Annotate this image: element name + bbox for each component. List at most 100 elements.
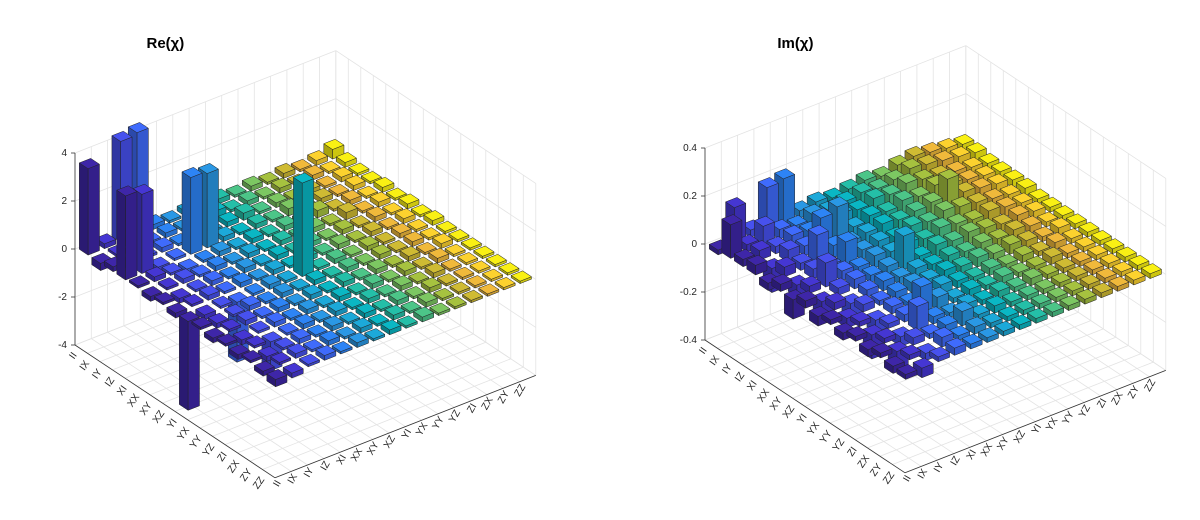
bar [775,256,797,278]
bar-top [999,184,1021,196]
bar [191,316,213,331]
bar-top [182,293,204,305]
bar-top [494,277,516,288]
bar-top [894,225,916,237]
row-label: YX [806,420,823,438]
bar-top [356,185,379,197]
bar-top [222,251,245,263]
bar [380,319,402,336]
bar [220,318,242,333]
chart: -0.4-0.200.20.4IIIXIYIZXIXXXYXZYIYXYYYZZ… [680,35,1167,486]
bar-top [248,320,271,332]
bar [485,254,508,268]
bar-top [510,270,533,282]
bar-top [364,328,386,340]
bar [1063,280,1085,297]
bar-top [856,222,878,234]
bar [258,171,280,186]
bar-top [311,187,334,199]
floor-grid [892,361,1154,465]
bar [322,315,345,332]
bar [386,240,409,254]
bar-top [444,243,466,255]
bar [347,332,370,349]
bar [264,259,286,276]
bar [853,294,876,313]
bar [433,287,455,302]
bar [1054,257,1076,274]
bar [152,237,174,253]
floor-grid [237,350,499,454]
bar [325,248,347,265]
bar-top [321,265,343,277]
row-label: XI [115,384,129,398]
bar-top [994,320,1016,332]
column-label: II [901,474,913,484]
bar-side [293,176,303,278]
bar-top [116,185,138,197]
bar-top [936,314,958,326]
row-label: IZ [733,370,747,384]
bar-top [423,210,445,221]
bar [256,291,278,305]
bar [145,266,167,283]
floor-grid [867,345,1129,449]
bar-top [218,266,241,278]
bar-top [270,177,292,189]
bar-top [264,259,286,271]
bar-top [260,274,282,285]
bar-top [847,199,870,211]
bar [273,337,296,351]
bar-top [420,277,442,289]
bar [1078,221,1100,238]
bar-top [193,249,216,261]
bar-front [206,168,219,249]
bar-top [869,230,891,242]
bar-top [333,219,355,230]
bar [1086,244,1109,261]
bar-top [922,253,945,265]
bar-front [125,191,138,281]
bar-top [907,295,929,307]
bar [181,167,203,255]
bar-top [435,220,458,232]
bar [335,152,358,168]
bar-top [1005,276,1027,288]
bar-top [725,197,747,208]
bar [310,309,332,324]
bar-top [271,230,293,241]
row-label: XX [126,392,143,410]
bar-top [329,233,351,245]
bar [825,292,847,311]
bar-top [214,226,236,238]
bar [378,217,400,231]
bar-top [445,296,467,308]
bar-top [309,257,331,269]
bar [318,330,341,347]
bar-top [128,275,151,287]
bar-top [361,221,384,232]
bar [1038,263,1060,280]
bar-top [1046,286,1069,298]
bar-top [498,262,520,274]
bar [178,310,201,411]
bar-front [190,172,203,255]
bar-top [967,247,990,258]
bar-front [87,163,100,256]
bar-top [312,242,335,254]
bar-top [132,183,154,195]
bar-top [1054,257,1076,269]
bar [440,258,462,272]
floor-grid [842,328,1104,432]
bar-top [948,325,971,337]
floor-grid [224,341,486,445]
bar-top [945,160,967,172]
bar [348,162,370,177]
bar [367,313,390,327]
bar-top [1103,238,1125,250]
bar-top [906,257,928,269]
bar [354,252,376,267]
row-label: ZY [868,461,885,478]
z-tick-label: 2 [61,196,67,207]
row-label: ZY [238,466,255,483]
